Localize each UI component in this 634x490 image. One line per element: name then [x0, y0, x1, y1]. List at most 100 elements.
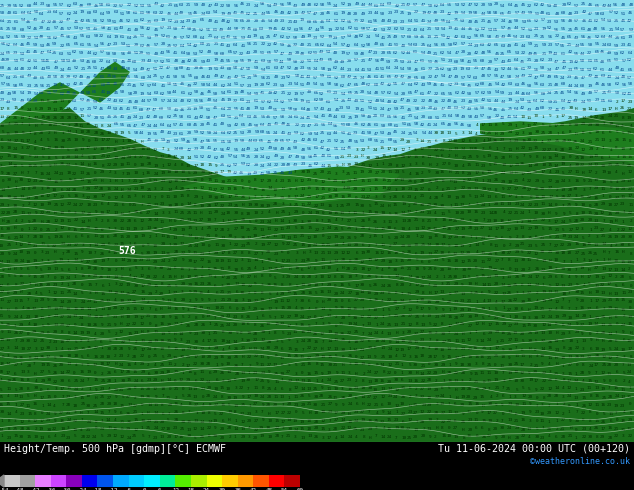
- Text: 25: 25: [281, 210, 286, 214]
- Text: 2: 2: [556, 427, 559, 431]
- Text: H: H: [608, 258, 611, 262]
- Text: 4: 4: [222, 348, 224, 352]
- Text: 42: 42: [386, 83, 392, 87]
- Text: 6: 6: [129, 268, 131, 271]
- Text: 15: 15: [354, 203, 359, 207]
- Text: 10: 10: [313, 235, 318, 239]
- Text: 11: 11: [40, 316, 45, 320]
- Text: 25: 25: [159, 363, 164, 367]
- Text: 6: 6: [1, 138, 3, 143]
- Text: 40: 40: [86, 76, 91, 80]
- Text: 25: 25: [380, 355, 385, 360]
- Text: 17: 17: [600, 427, 605, 431]
- Text: H: H: [575, 107, 578, 111]
- Text: 20: 20: [99, 315, 104, 319]
- Text: 7: 7: [561, 204, 564, 208]
- Text: 45: 45: [280, 171, 285, 175]
- Text: 22: 22: [521, 434, 526, 438]
- Text: 19: 19: [199, 306, 204, 310]
- Text: 23: 23: [301, 162, 306, 167]
- Text: 23: 23: [113, 42, 118, 47]
- Text: 11: 11: [193, 236, 199, 240]
- Text: 17: 17: [326, 347, 332, 351]
- Text: 44: 44: [521, 44, 526, 48]
- Text: 7: 7: [562, 260, 565, 264]
- Text: 55: 55: [172, 83, 178, 87]
- Text: H: H: [474, 282, 477, 287]
- Text: 56: 56: [613, 3, 618, 7]
- Text: 23: 23: [174, 20, 179, 24]
- Text: 61: 61: [600, 68, 605, 72]
- Text: 22: 22: [27, 36, 32, 40]
- Text: 14: 14: [593, 322, 598, 326]
- Text: 52: 52: [595, 35, 600, 39]
- Text: 18: 18: [460, 236, 465, 240]
- Text: 18: 18: [374, 378, 379, 383]
- Text: 4: 4: [295, 187, 297, 191]
- Text: 9: 9: [60, 179, 63, 183]
- Text: 54: 54: [413, 131, 418, 135]
- Text: 15: 15: [534, 147, 539, 150]
- Text: 19: 19: [254, 83, 259, 87]
- Text: 62: 62: [620, 51, 625, 55]
- Text: -30: -30: [61, 488, 72, 490]
- Text: 26: 26: [53, 298, 58, 302]
- Text: 14: 14: [167, 188, 172, 192]
- Text: 30: 30: [575, 419, 580, 423]
- Text: 52: 52: [160, 34, 165, 38]
- Text: 40: 40: [333, 50, 338, 55]
- Text: 20: 20: [520, 332, 525, 336]
- Text: 23: 23: [393, 20, 398, 24]
- Text: 7: 7: [502, 147, 505, 151]
- Text: 55: 55: [152, 132, 158, 136]
- Text: 3: 3: [461, 379, 463, 383]
- Text: 52: 52: [467, 36, 472, 40]
- Text: 50: 50: [266, 171, 271, 175]
- Text: 50: 50: [167, 91, 172, 95]
- Text: 0: 0: [630, 284, 632, 288]
- Text: 10: 10: [0, 244, 4, 248]
- Text: 19: 19: [53, 235, 58, 240]
- Text: 4: 4: [414, 196, 417, 200]
- Text: 49: 49: [267, 122, 272, 126]
- Text: 17: 17: [206, 339, 212, 343]
- Text: 15: 15: [373, 202, 379, 206]
- Text: 5: 5: [409, 363, 411, 367]
- Text: 12: 12: [167, 163, 172, 168]
- Text: 65: 65: [19, 83, 25, 87]
- Text: 7: 7: [128, 211, 131, 215]
- Text: 48: 48: [354, 35, 359, 39]
- Text: 8: 8: [221, 395, 224, 399]
- Text: 29: 29: [427, 403, 432, 407]
- Text: 43: 43: [167, 131, 172, 135]
- Text: 30: 30: [86, 404, 91, 408]
- Text: 12: 12: [340, 251, 346, 255]
- Text: 7: 7: [15, 339, 17, 343]
- Text: 52: 52: [173, 139, 179, 143]
- Text: 3: 3: [503, 379, 505, 383]
- Text: 19: 19: [266, 204, 271, 208]
- Text: 17: 17: [386, 147, 391, 151]
- Text: 20: 20: [353, 187, 358, 191]
- Text: 22: 22: [420, 379, 425, 383]
- Text: 55: 55: [119, 123, 124, 127]
- Text: 9: 9: [215, 164, 218, 168]
- Text: 5: 5: [281, 340, 283, 344]
- Text: 8: 8: [495, 188, 497, 192]
- Text: 7: 7: [87, 378, 89, 382]
- Text: 55: 55: [13, 35, 18, 39]
- Text: 20: 20: [100, 355, 105, 359]
- Text: 53: 53: [39, 44, 45, 48]
- Text: 54: 54: [399, 67, 404, 71]
- Text: 53: 53: [240, 36, 245, 40]
- Text: 20: 20: [60, 323, 65, 327]
- Text: 3: 3: [516, 292, 519, 295]
- Text: 30: 30: [18, 435, 24, 439]
- Text: 4: 4: [128, 274, 131, 278]
- Text: 26: 26: [533, 171, 538, 174]
- Text: 10: 10: [60, 211, 65, 215]
- Text: 63: 63: [107, 66, 112, 70]
- Text: 55: 55: [392, 82, 398, 86]
- Text: 21: 21: [514, 419, 519, 423]
- Text: 12: 12: [379, 251, 385, 255]
